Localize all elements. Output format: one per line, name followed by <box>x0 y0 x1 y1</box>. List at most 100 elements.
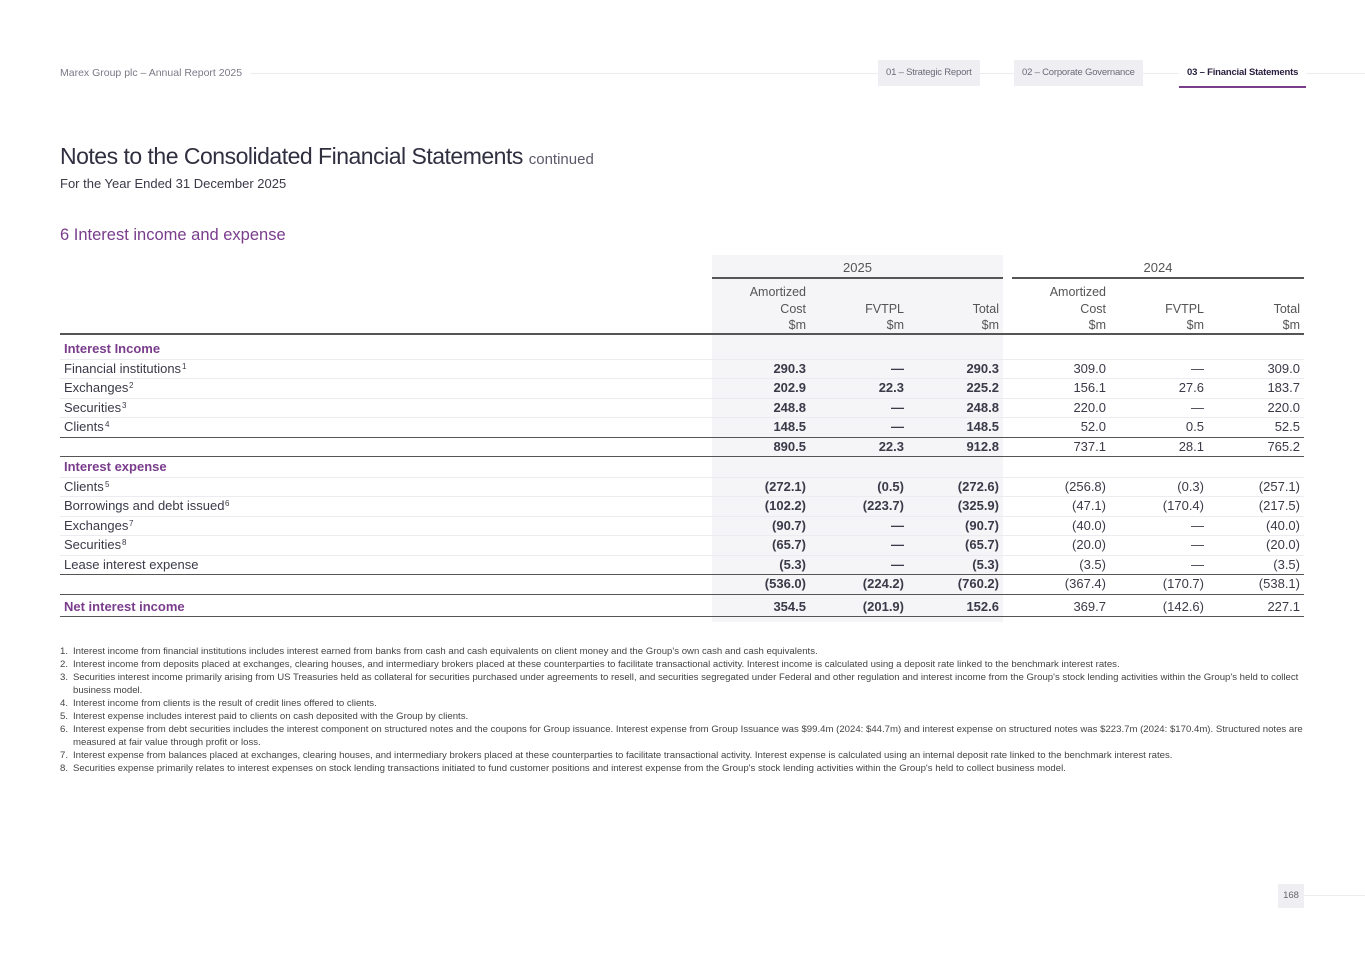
cell-value: 27.6 <box>1178 380 1204 395</box>
cell-value: (272.1) <box>764 478 806 494</box>
footnote: 6. Interest expense from debt securities … <box>60 723 1305 749</box>
cell-value: (217.5) <box>1258 498 1300 513</box>
cell-value: — <box>891 517 904 533</box>
page-subtitle: For the Year Ended 31 December 2025 <box>60 176 287 191</box>
title-text: Notes to the Consolidated Financial Stat… <box>60 143 523 169</box>
column-header-line: Total <box>1273 301 1300 316</box>
column-header-line: Total <box>972 301 999 316</box>
column-header-line: $m <box>1282 318 1300 332</box>
top-nav: Marex Group plc – Annual Report 2025 01 … <box>0 60 1365 88</box>
cell-value: 0.5 <box>1185 419 1204 434</box>
footnote: 4. Interest income from clients is the re… <box>60 697 1305 710</box>
table-row: Lease interest expense (5.3) — (5.3) (3.5) — (… <box>60 555 1304 575</box>
cell-value: 290.3 <box>773 360 806 376</box>
row-divider <box>60 417 1304 418</box>
cell-value: (201.9) <box>862 598 904 614</box>
column-header-line: $m <box>981 318 999 332</box>
cell-value: (257.1) <box>1258 478 1300 494</box>
cell-value: — <box>891 360 904 376</box>
page-number: 168 <box>1278 884 1304 908</box>
column-header-line: Cost <box>780 301 806 316</box>
footnote-text: Interest income from clients is the resu… <box>73 698 377 709</box>
footnote-text: Interest expense includes interest paid … <box>73 711 469 722</box>
row-label: Exchanges <box>64 517 129 533</box>
footnote-text: Interest income from deposits placed at … <box>73 659 1120 670</box>
cell-value: (760.2) <box>957 576 999 591</box>
row-label: Securities <box>64 399 122 415</box>
subtotal-row: 890.5 22.3 912.8 737.1 28.1 765.2 <box>60 437 1304 457</box>
cell-value: (102.2) <box>764 498 806 513</box>
row-divider <box>60 535 1304 536</box>
footnote: 3. Securities interest income primarily a… <box>60 671 1305 697</box>
cell-value: 890.5 <box>773 438 806 454</box>
cell-value: (0.3) <box>1177 478 1204 494</box>
row-divider <box>60 496 1304 497</box>
cell-value: 22.3 <box>878 438 904 454</box>
footnote-text: Interest expense from debt securities in… <box>73 724 1303 748</box>
cell-value: 202.9 <box>773 380 806 395</box>
footnote-number: 4. <box>60 698 69 709</box>
row-divider <box>60 358 1304 360</box>
cell-value: (3.5) <box>1273 556 1300 572</box>
cell-value: 22.3 <box>878 380 904 395</box>
footnote-number: 5. <box>60 711 69 722</box>
cell-value: 52.5 <box>1274 419 1300 434</box>
year-header-2025: 2025 <box>712 260 1003 279</box>
net-row: Net interest income 354.5 (201.9) 152.6 369.… <box>60 597 1304 617</box>
column-header-line: FVTPL <box>1165 301 1204 316</box>
header-rule <box>60 333 1304 335</box>
cell-value: (3.5) <box>1079 556 1106 572</box>
footnote: 1. Interest income from financial institu… <box>60 645 1305 658</box>
footnote: 2. Interest income from deposits placed a… <box>60 658 1305 671</box>
cell-value: (272.6) <box>957 478 999 494</box>
cell-value: (47.1) <box>1072 498 1106 513</box>
tab-corporate-governance[interactable]: 02 – Corporate Governance <box>1014 60 1143 86</box>
cell-value: (223.7) <box>862 498 904 513</box>
table-row: Borrowings and debt issued 6 (102.2) (223.7… <box>60 496 1304 516</box>
subtotal-rule <box>60 574 1304 575</box>
total-rule <box>60 593 1304 595</box>
cell-value: (90.7) <box>965 517 999 533</box>
footnote: 8. Securities expense primarily relates t… <box>60 762 1305 775</box>
cell-value: (65.7) <box>965 537 999 552</box>
footnote-text: Securities expense primarily relates to … <box>73 763 1066 774</box>
cell-value: 28.1 <box>1178 438 1204 454</box>
column-header-line <box>903 284 999 301</box>
row-label: Lease interest expense <box>64 556 199 572</box>
cell-value: (170.7) <box>1162 576 1204 591</box>
cell-value: (224.2) <box>862 576 904 591</box>
cell-value: 290.3 <box>966 360 999 376</box>
row-label: Clients <box>64 478 104 494</box>
row-label: Securities <box>64 537 122 552</box>
row-label: Exchanges <box>64 380 129 395</box>
footnote-number: 8. <box>60 763 69 774</box>
table-row: Securities 3 248.8—248.8 220.0—220.0 <box>60 398 1304 418</box>
cell-value: — <box>891 537 904 552</box>
row-divider <box>60 397 1304 399</box>
cell-value: — <box>891 399 904 415</box>
year-header-2024: 2024 <box>1012 260 1304 279</box>
page-title: Notes to the Consolidated Financial Stat… <box>60 143 594 170</box>
cell-value: — <box>1191 517 1204 533</box>
cell-value: (5.3) <box>779 556 806 572</box>
table-row: Financial institutions 1 290.3—290.3 309.0—… <box>60 359 1304 379</box>
cell-value: (0.5) <box>877 478 904 494</box>
row-divider <box>60 515 1304 517</box>
table-row: Exchanges 7 (90.7) — (90.7) (40.0) — (40.0) <box>60 516 1304 536</box>
column-header-line: Cost <box>1080 301 1106 316</box>
cell-value: (536.0) <box>764 576 806 591</box>
tab-strategic-report[interactable]: 01 – Strategic Report <box>878 60 980 86</box>
cell-value: (65.7) <box>772 537 806 552</box>
section-row: Interest expense <box>60 457 1304 477</box>
cell-value: — <box>1191 537 1204 552</box>
cell-value: — <box>1191 399 1204 415</box>
cell-value: 369.7 <box>1073 598 1106 614</box>
column-header-line: FVTPL <box>865 301 904 316</box>
column-header: Total $m <box>1204 284 1300 334</box>
cell-value: (40.0) <box>1266 517 1300 533</box>
footnote-number: 1. <box>60 646 69 657</box>
section-heading: 6 Interest income and expense <box>60 226 286 244</box>
cell-value: 227.1 <box>1267 598 1300 614</box>
tab-financial-statements[interactable]: 03 – Financial Statements <box>1179 60 1307 88</box>
cell-value: 765.2 <box>1267 438 1300 454</box>
